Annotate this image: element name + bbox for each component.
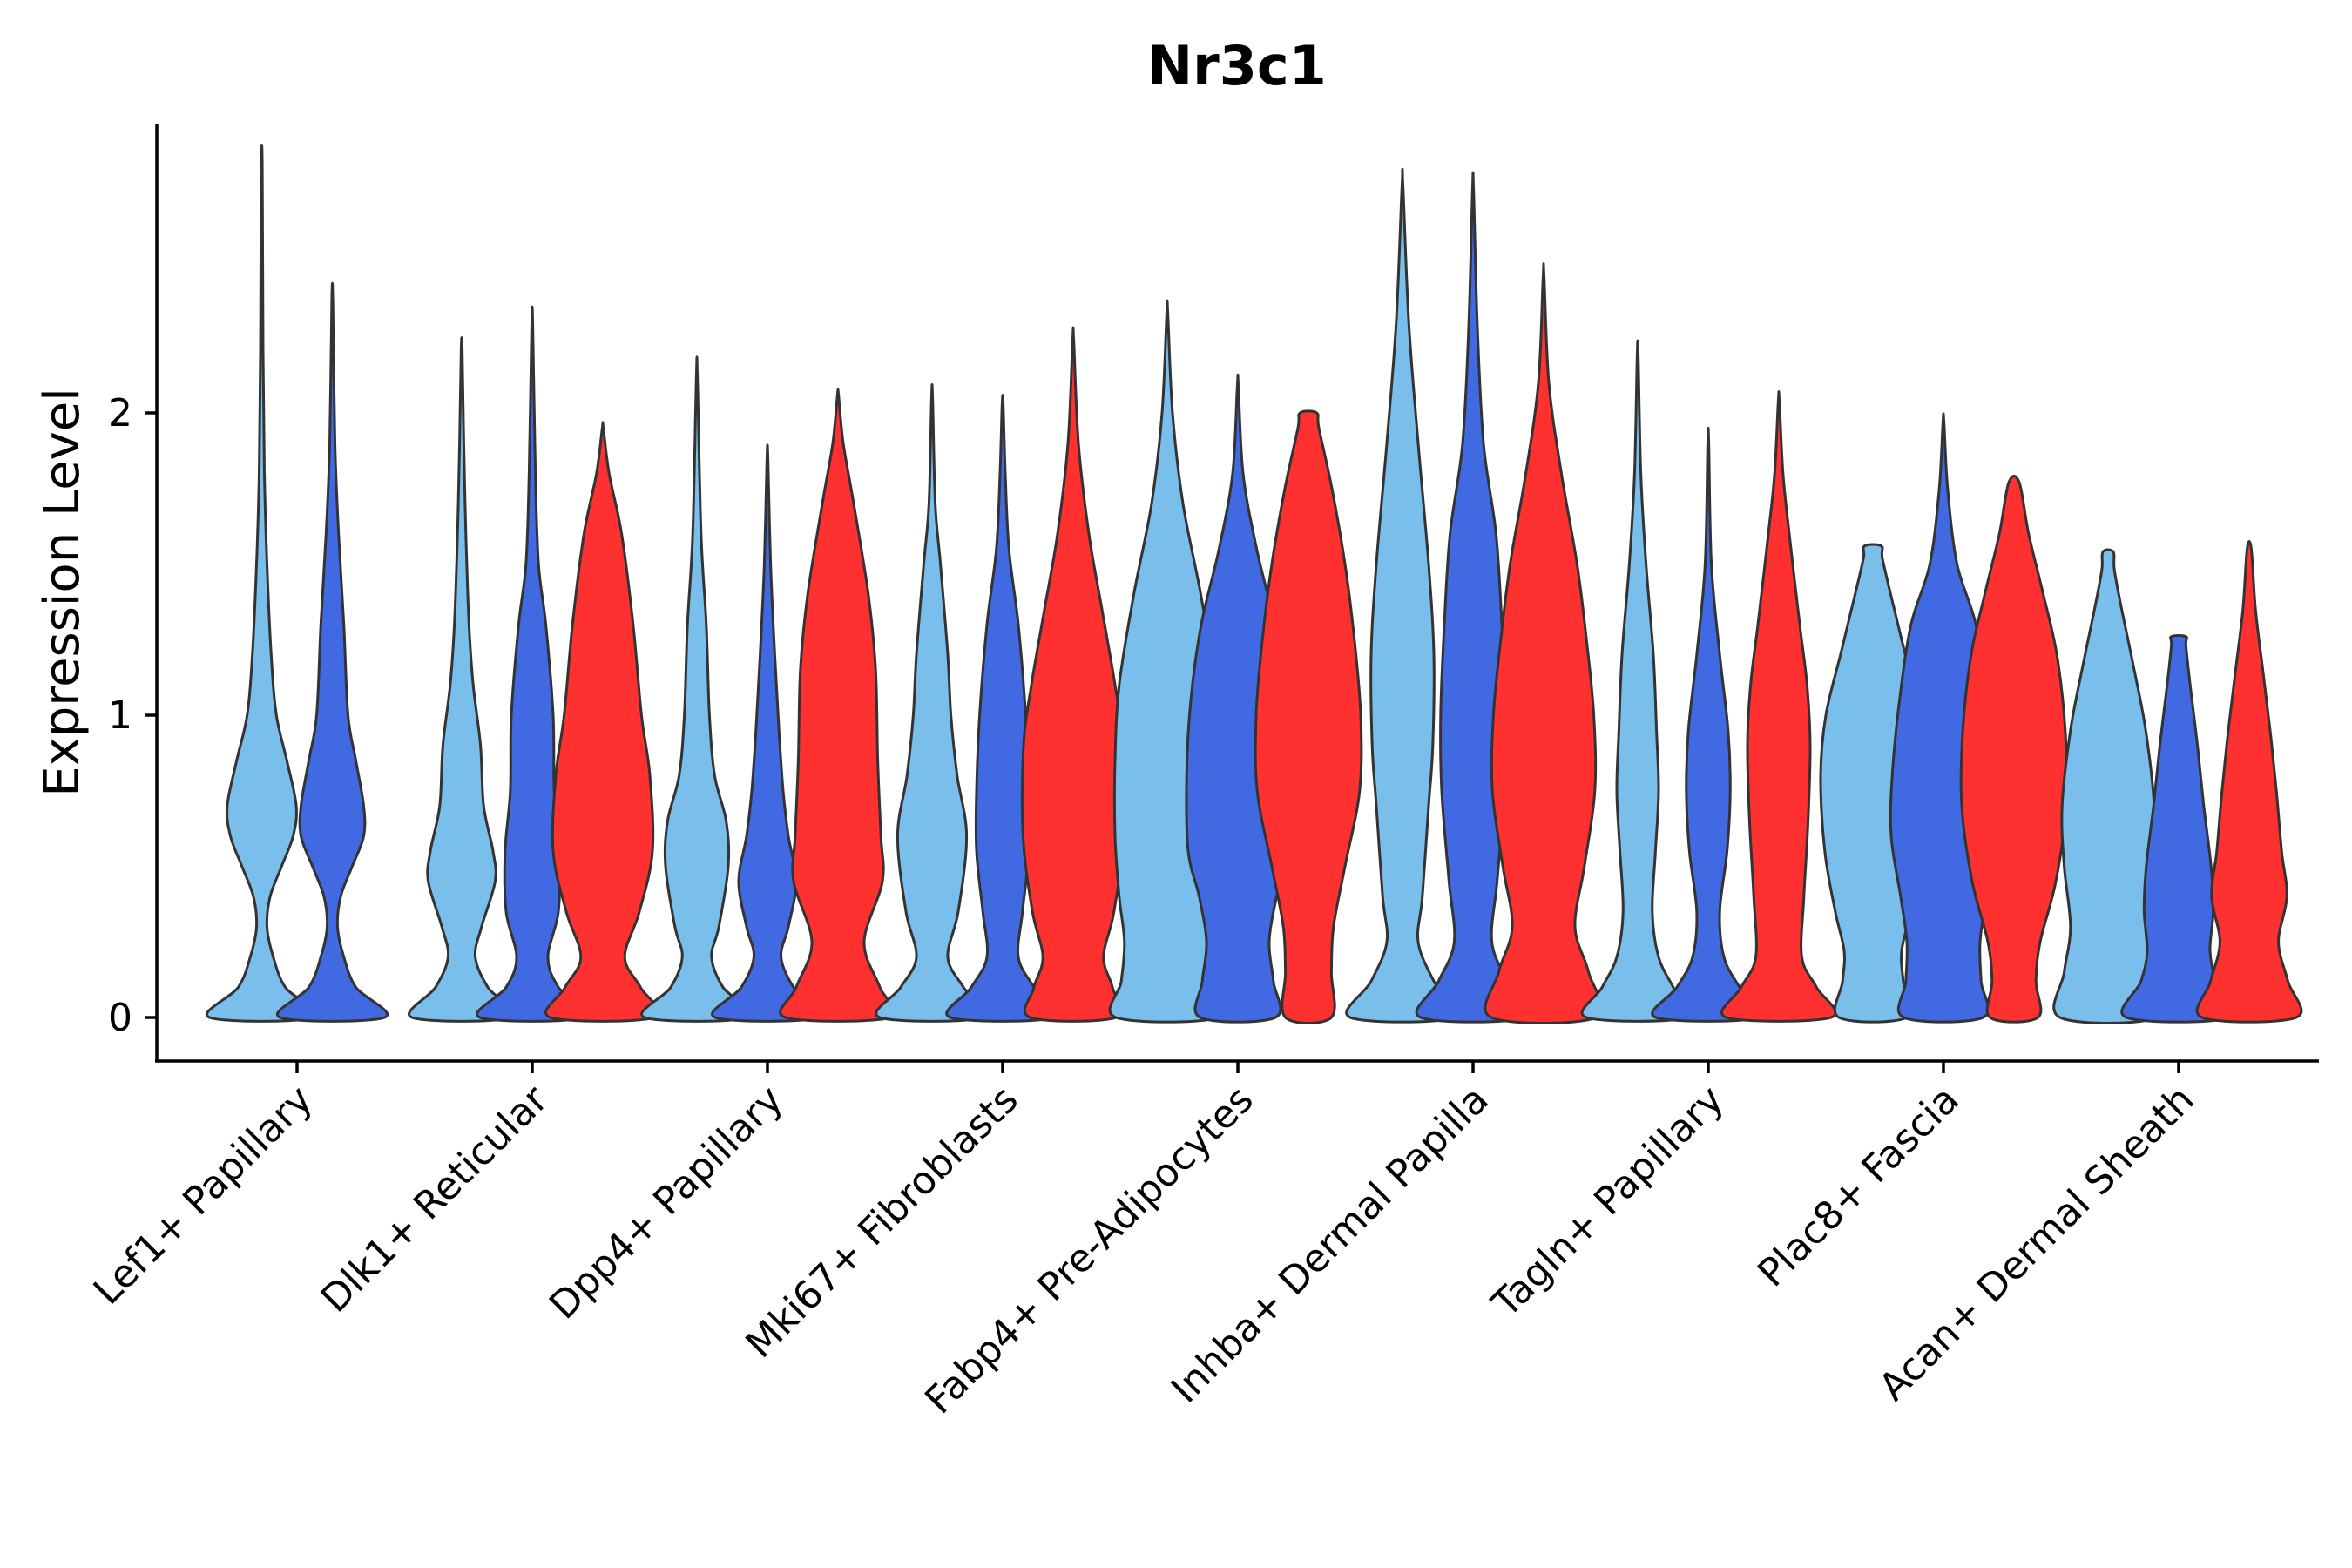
y-tick-label: 0: [108, 996, 132, 1040]
violin-layer: [206, 144, 2303, 1025]
violin-tagln-papillary-royal-blue: [1651, 426, 1766, 1023]
violin-mki67-fibroblasts-light-blue: [875, 382, 990, 1023]
violin-dlk1-reticular-light-blue: [408, 336, 516, 1023]
y-tick-label: 2: [108, 391, 132, 436]
violin-dlk1-reticular-red: [544, 421, 661, 1023]
violin-plac8-fascia-red: [1959, 475, 2069, 1024]
y-axis-title: Expression Level: [34, 388, 91, 797]
violin-lef1-papillary-light-blue: [206, 144, 318, 1023]
violin-inhba-dermal-papilla-red: [1484, 262, 1604, 1025]
violin-lef1-papillary-royal-blue: [276, 281, 389, 1023]
violin-fabp4-pre-adipocytes-red: [1254, 409, 1363, 1025]
chart-title: Nr3c1: [1147, 34, 1327, 98]
violin-tagln-papillary-red: [1720, 390, 1837, 1023]
violin-dpp4-papillary-light-blue: [640, 355, 754, 1023]
y-tick-label: 1: [108, 693, 132, 738]
y-axis-ticks: 0 1 2: [108, 391, 157, 1040]
violin-inhba-dermal-papilla-light-blue: [1345, 167, 1460, 1024]
violin-acan-dermal-sheath-red: [2195, 539, 2303, 1024]
violin-tagln-papillary-light-blue: [1580, 339, 1695, 1023]
violin-dpp4-papillary-red: [779, 387, 897, 1023]
